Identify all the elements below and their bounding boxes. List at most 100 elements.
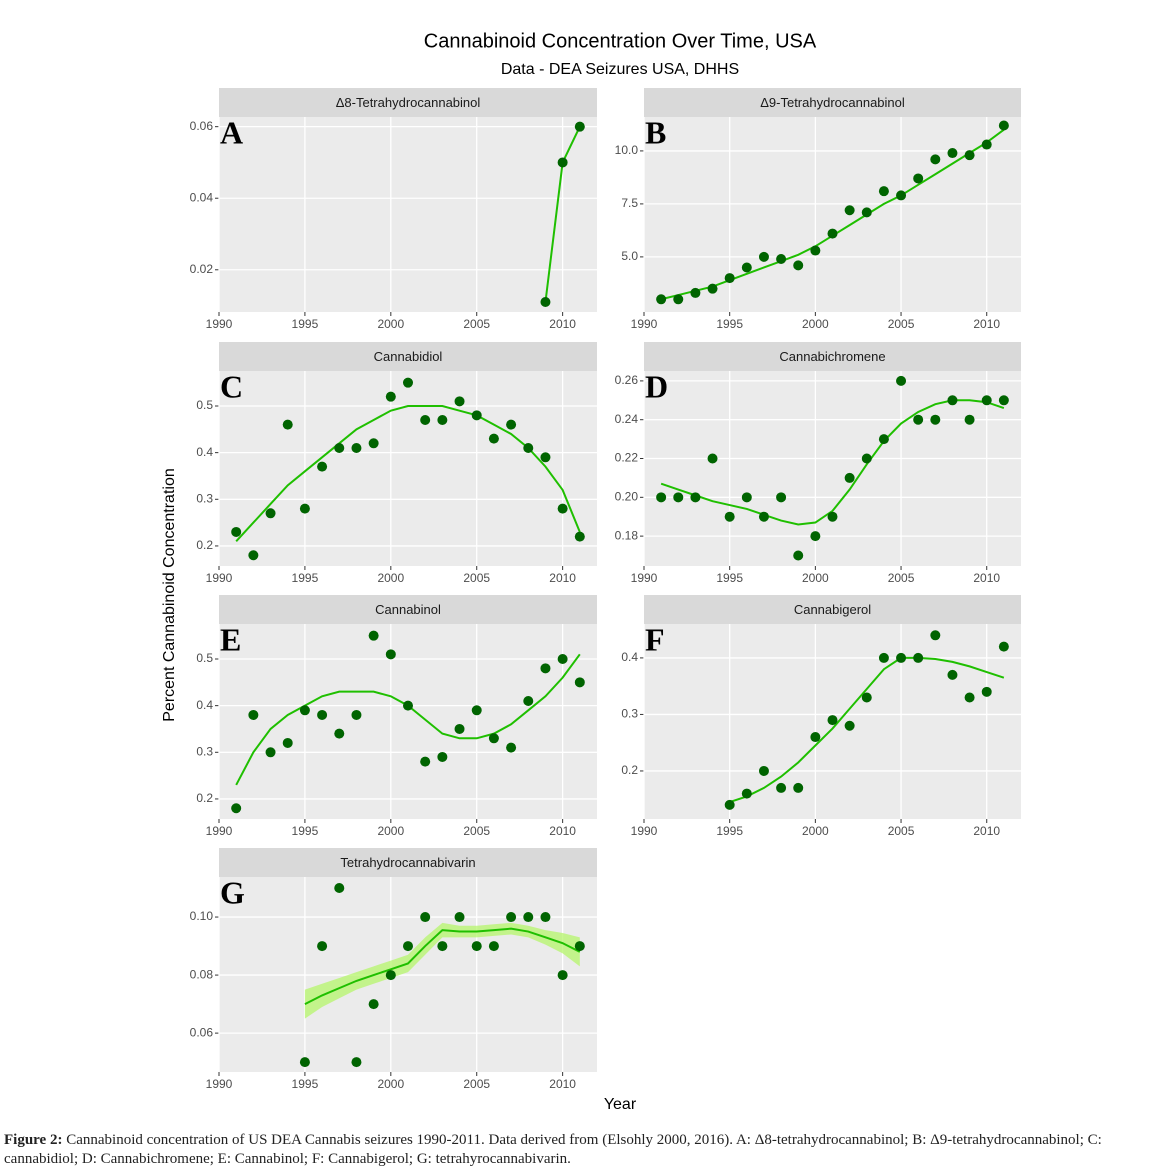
data-point	[334, 442, 345, 453]
data-point	[998, 395, 1009, 406]
data-point	[317, 941, 328, 952]
data-point	[574, 677, 585, 688]
data-point	[523, 912, 534, 923]
data-point	[707, 283, 718, 294]
x-tick-label: 2010	[549, 571, 576, 585]
data-point	[385, 391, 396, 402]
data-point	[471, 410, 482, 421]
strip-label: Δ9-Tetrahydrocannabinol	[760, 95, 905, 110]
data-point	[574, 941, 585, 952]
data-point	[930, 414, 941, 425]
panel-letter: C	[220, 368, 243, 404]
y-tick-label: 0.2	[621, 763, 638, 777]
panel-letter: D	[645, 368, 668, 404]
x-tick-label: 1995	[292, 824, 319, 838]
data-point	[540, 296, 551, 307]
data-point	[488, 733, 499, 744]
strip	[644, 342, 1021, 371]
strip-label: Δ8-Tetrahydrocannabinol	[336, 95, 481, 110]
panel-letter: B	[645, 114, 666, 150]
x-tick-label: 1990	[631, 571, 658, 585]
data-point	[724, 511, 735, 522]
y-tick-label: 0.18	[615, 528, 639, 542]
y-tick-label: 0.2	[196, 538, 213, 552]
x-tick-label: 1990	[206, 317, 233, 331]
data-point	[317, 709, 328, 720]
data-point	[265, 508, 276, 519]
data-point	[913, 652, 924, 663]
y-tick-label: 5.0	[621, 249, 638, 263]
data-point	[758, 511, 769, 522]
y-tick-label: 0.22	[615, 451, 639, 465]
x-tick-label: 2010	[973, 317, 1000, 331]
data-point	[896, 190, 907, 201]
y-tick-label: 0.10	[190, 909, 214, 923]
x-tick-label: 2000	[377, 824, 404, 838]
data-point	[827, 228, 838, 239]
data-point	[506, 742, 517, 753]
y-tick-label: 0.20	[615, 489, 639, 503]
x-tick-label: 1995	[292, 317, 319, 331]
data-point	[437, 941, 448, 952]
data-point	[947, 669, 958, 680]
strip	[644, 595, 1021, 624]
data-point	[707, 453, 718, 464]
data-point	[758, 251, 769, 262]
panel-letter: F	[645, 621, 665, 657]
data-point	[673, 492, 684, 503]
data-point	[334, 728, 345, 739]
data-point	[403, 941, 413, 952]
data-point	[557, 157, 568, 168]
strip-label: Cannabigerol	[794, 602, 871, 617]
data-point	[437, 751, 448, 762]
data-point	[981, 395, 992, 406]
data-point	[810, 732, 821, 743]
x-tick-label: 2005	[888, 824, 915, 838]
trend-line	[729, 656, 1005, 803]
data-point	[488, 941, 499, 952]
data-point	[844, 205, 855, 216]
y-tick-label: 0.4	[196, 698, 213, 712]
y-tick-label: 0.2	[196, 791, 213, 805]
data-point	[454, 396, 465, 407]
subtitle: Data - DEA Seizures USA, DHHS	[501, 61, 739, 78]
data-point	[810, 531, 821, 542]
data-point	[827, 511, 838, 522]
data-point	[299, 1057, 310, 1068]
x-tick-label: 1990	[206, 824, 233, 838]
title: Cannabinoid Concentration Over Time, USA	[424, 30, 817, 52]
x-tick-label: 1995	[292, 1077, 319, 1091]
data-point	[878, 186, 889, 197]
data-point	[861, 692, 872, 703]
caption-text: Cannabinoid concentration of US DEA Cann…	[4, 1132, 1102, 1167]
data-point	[947, 395, 958, 406]
caption: Figure 2: Cannabinoid concentration of U…	[4, 1131, 1172, 1169]
data-point	[861, 207, 872, 218]
data-point	[793, 550, 804, 561]
data-point	[282, 419, 293, 430]
data-point	[454, 723, 465, 734]
strip-label: Cannabidiol	[374, 349, 443, 364]
data-point	[981, 139, 992, 150]
data-point	[930, 630, 941, 641]
data-point	[248, 709, 259, 720]
data-point	[506, 419, 517, 430]
strip	[219, 342, 597, 371]
data-point	[776, 492, 787, 503]
trend-line	[235, 404, 581, 542]
x-tick-label: 2005	[463, 1077, 490, 1091]
x-tick-label: 1995	[716, 317, 743, 331]
x-tick-label: 1990	[631, 824, 658, 838]
panel-letter: G	[220, 874, 245, 910]
x-tick-label: 2005	[463, 317, 490, 331]
data-point	[724, 273, 735, 284]
data-point	[557, 653, 568, 664]
x-tick-label: 1995	[716, 824, 743, 838]
data-point	[896, 652, 907, 663]
x-tick-label: 2000	[802, 571, 829, 585]
caption-label: Figure 2:	[4, 1132, 63, 1148]
data-point	[878, 434, 889, 445]
data-point	[231, 803, 242, 814]
data-point	[861, 453, 872, 464]
